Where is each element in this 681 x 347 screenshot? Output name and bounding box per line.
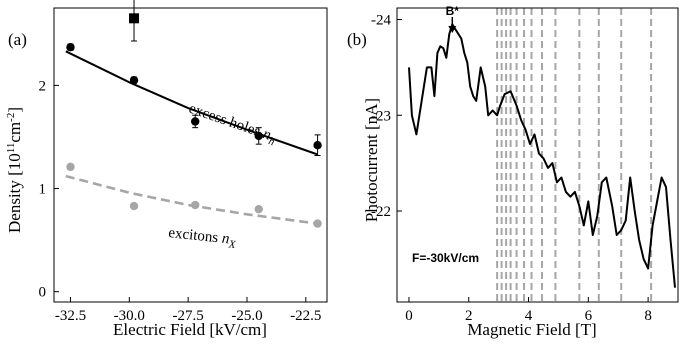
panel-b-xtick-label: 4 [525, 308, 533, 324]
panel-b: (b) 0 2 4 6 8 -22 -23 -24 Magnetic Field [T] Ph… [347, 4, 679, 339]
panel-a-xtick-label: -27.5 [173, 308, 204, 324]
data-point-holes [313, 141, 322, 150]
photocurrent-line [408, 23, 676, 288]
panel-b-xtick-label: 2 [465, 308, 473, 324]
panel-b-xtick-label: 0 [405, 308, 413, 324]
panel-a: (a) -32.5 -30.0 -27.5 -25.0 -22.5 0 1 2 Electri… [5, 0, 328, 339]
panel-b-xtick-label: 6 [585, 308, 593, 324]
panel-a-xtick-label: -30.0 [114, 308, 145, 324]
panel-a-ylabel: Density [1011cm-2] [5, 107, 24, 233]
legend-excitons-text: excitons [168, 225, 223, 247]
panel-b-ytick-label: -24 [371, 12, 391, 28]
data-point-excitons [191, 200, 200, 210]
panel-a-xtick-label: -25.0 [231, 308, 262, 324]
data-point-excitons [254, 204, 263, 214]
panel-a-ylabel-main: Density [10 [5, 153, 24, 233]
field-annotation: F=-30kV/cm [412, 251, 479, 265]
panel-a-ylabel-end: ] [5, 107, 24, 113]
panel-b-xtick-label: 8 [644, 308, 652, 324]
panel-a-xtick-label: -32.5 [55, 308, 86, 324]
panel-a-label: (a) [8, 30, 27, 49]
fit-line-holes [65, 50, 318, 156]
panel-b-ytick-label: -23 [371, 108, 391, 124]
legend-excitons-label: excitons nX [167, 225, 238, 251]
panel-a-plot-area: -32.5 -30.0 -27.5 -25.0 -22.5 0 1 2 [39, 0, 328, 324]
panel-a-ylabel-exp: 11 [5, 143, 17, 154]
panel-b-ylabel: Photocurrent [nA] [362, 98, 381, 222]
panel-b-xlabel: Magnetic Field [T] [467, 320, 596, 339]
bstar-arrow-head [448, 26, 457, 33]
fit-line-excitons [65, 174, 318, 225]
panel-a-xtick-label: -22.5 [290, 308, 321, 324]
panel-a-frame [53, 7, 328, 303]
panel-b-plot-area: 0 2 4 6 8 -22 -23 -24 [371, 7, 679, 324]
data-point-excitons [66, 162, 75, 172]
panel-a-ytick-label: 0 [39, 285, 47, 301]
panel-a-ylabel-unit: cm [5, 122, 24, 143]
legend-holes-label: excess holes nh [186, 101, 279, 149]
panel-a-ytick-label: 2 [39, 78, 47, 94]
panel-b-ytick-label: -22 [371, 204, 391, 220]
data-point-holes [191, 117, 200, 126]
panel-b-label: (b) [347, 30, 367, 49]
data-point-excitons [129, 201, 139, 211]
data-point-holes [66, 43, 75, 52]
square-data-point [129, 13, 140, 24]
panel-b-frame [396, 7, 679, 303]
legend-holes-sub: h [267, 135, 277, 148]
bstar-annotation: B* [446, 4, 460, 18]
legend-excitons-var: n [221, 231, 230, 248]
data-point-excitons [313, 219, 322, 228]
data-point-holes [129, 76, 139, 85]
panel-a-ylabel-unit-exp: -2 [5, 113, 17, 122]
panel-a-xlabel: Electric Field [kV/cm] [113, 320, 267, 339]
legend-excitons-sub: X [227, 238, 237, 251]
data-point-holes [254, 131, 263, 141]
panel-a-ytick-label: 1 [39, 182, 47, 198]
